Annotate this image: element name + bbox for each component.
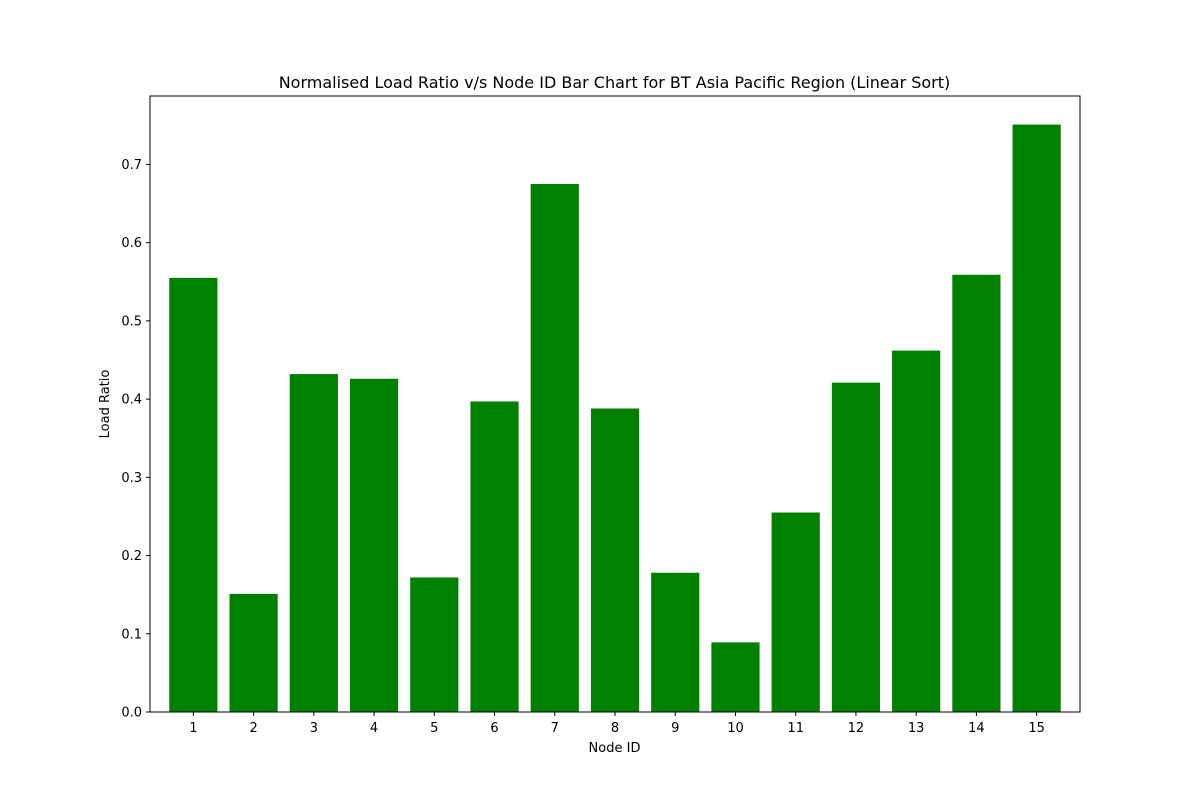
x-axis-ticks: 1 2 3 4 5 6 7 8 9 10 11 12 13 14 15	[189, 712, 1045, 736]
y-tick-label: 0.5	[121, 314, 142, 329]
bar-node-3	[289, 374, 338, 712]
bar-node-1	[169, 277, 218, 712]
x-tick-label: 6	[490, 721, 498, 736]
bar-node-10	[711, 642, 760, 712]
x-tick-label: 12	[848, 721, 865, 736]
bar-node-5	[410, 577, 459, 712]
y-tick-label: 0.3	[121, 471, 142, 486]
x-tick-label: 8	[611, 721, 619, 736]
y-axis-ticks: 0.0 0.1 0.2 0.3 0.4 0.5 0.6 0.7	[121, 158, 150, 721]
x-tick-label: 9	[671, 721, 679, 736]
bar-node-11	[771, 512, 820, 712]
bars-group	[169, 124, 1061, 713]
bar-node-12	[831, 382, 881, 712]
x-tick-label: 10	[727, 721, 744, 736]
bar-node-15	[1012, 124, 1061, 713]
y-tick-label: 0.2	[121, 549, 142, 564]
chart-title: Normalised Load Ratio v/s Node ID Bar Ch…	[279, 73, 951, 92]
x-tick-label: 1	[189, 721, 197, 736]
y-tick-label: 0.1	[121, 627, 142, 642]
x-tick-label: 15	[1028, 721, 1045, 736]
bar-node-7	[530, 184, 579, 712]
bar-node-9	[651, 572, 700, 712]
bar-node-8	[590, 408, 640, 712]
x-tick-label: 11	[787, 721, 804, 736]
x-tick-label: 2	[249, 721, 257, 736]
y-tick-label: 0.7	[121, 158, 142, 173]
y-tick-label: 0.6	[121, 236, 142, 251]
bar-node-2	[229, 593, 278, 712]
bar-node-14	[952, 274, 1001, 712]
y-tick-label: 0.0	[121, 706, 142, 721]
x-tick-label: 3	[310, 721, 318, 736]
bar-node-13	[892, 350, 941, 712]
x-tick-label: 13	[908, 721, 925, 736]
x-tick-label: 14	[968, 721, 985, 736]
x-tick-label: 5	[430, 721, 438, 736]
y-tick-label: 0.4	[121, 393, 142, 408]
y-axis-label: Load Ratio	[98, 370, 113, 439]
x-tick-label: 4	[370, 721, 378, 736]
bar-node-4	[349, 378, 399, 712]
x-axis-label: Node ID	[589, 741, 641, 756]
bar-node-6	[470, 401, 519, 712]
x-tick-label: 7	[551, 721, 559, 736]
